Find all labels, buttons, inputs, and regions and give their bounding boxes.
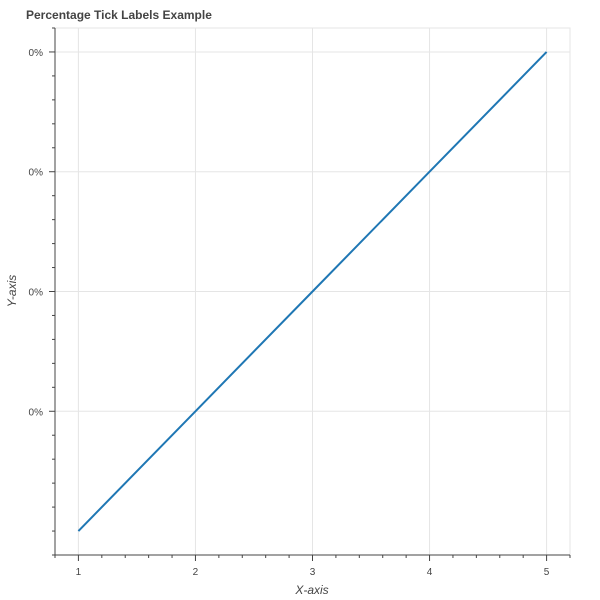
y-tick-label-1: 0% — [29, 407, 44, 418]
y-axis-label: Y-axis — [5, 275, 19, 307]
x-tick-label-3: 3 — [310, 567, 316, 578]
x-tick-label-4: 4 — [427, 567, 433, 578]
x-tick-label-5: 5 — [544, 567, 550, 578]
x-axis-label: X-axis — [294, 583, 328, 597]
x-tick-label-1: 1 — [76, 567, 82, 578]
tick-labels: 1 2 3 4 5 0% 0% 0% 0% — [29, 48, 550, 578]
y-tick-label-2: 0% — [29, 288, 44, 299]
y-tick-label-4: 0% — [29, 48, 44, 59]
axes — [49, 27, 571, 561]
x-tick-label-2: 2 — [193, 567, 199, 578]
series-line-1 — [77, 51, 548, 532]
y-tick-label-3: 0% — [29, 168, 44, 179]
series-layer — [77, 51, 548, 532]
chart-title: Percentage Tick Labels Example — [26, 8, 212, 22]
